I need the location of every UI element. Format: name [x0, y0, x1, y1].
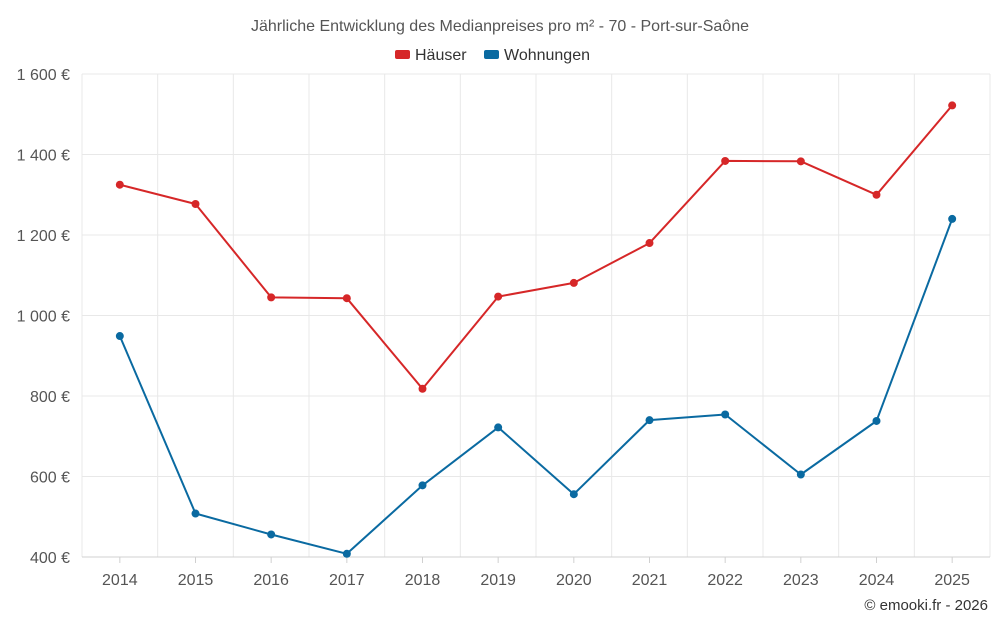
x-tick-label: 2015 [178, 572, 214, 589]
data-point[interactable] [948, 101, 957, 110]
data-point[interactable] [418, 384, 427, 393]
legend-label: Wohnungen [504, 47, 590, 64]
data-point[interactable] [872, 190, 881, 199]
x-tick-label: 2022 [707, 572, 743, 589]
x-tick-label: 2021 [632, 572, 668, 589]
data-point[interactable] [796, 470, 805, 479]
data-point[interactable] [721, 156, 730, 165]
y-axis: 400 € 600 € 800 € 1 000 € 1 200 € 1 400 € 1 60… [17, 67, 70, 567]
legend-swatch [484, 50, 499, 59]
data-point[interactable] [191, 509, 200, 518]
data-point[interactable] [342, 294, 351, 303]
x-tick-label: 2023 [783, 572, 819, 589]
data-point[interactable] [721, 410, 730, 419]
x-tick-label: 2025 [934, 572, 970, 589]
x-tick-label: 2020 [556, 572, 592, 589]
data-point[interactable] [569, 490, 578, 499]
data-point[interactable] [645, 239, 654, 248]
data-point[interactable] [494, 423, 503, 432]
data-point[interactable] [267, 293, 276, 302]
series-line [118, 218, 954, 555]
data-point[interactable] [872, 416, 881, 425]
data-point[interactable] [796, 157, 805, 166]
y-tick-label: 1 400 € [17, 148, 70, 165]
credit-text: © emooki.fr - 2026 [864, 597, 988, 614]
x-tick-label: 2014 [102, 572, 138, 589]
legend-swatch [395, 50, 410, 59]
data-point[interactable] [418, 481, 427, 490]
series-haeuser [115, 101, 957, 393]
y-tick-label: 800 € [30, 389, 70, 406]
data-point[interactable] [267, 530, 276, 539]
x-axis: 2014 2015 2016 2017 2018 2019 2020 2021 2022 2023… [82, 556, 990, 589]
data-point[interactable] [191, 200, 200, 209]
series-group [115, 101, 957, 558]
y-tick-label: 400 € [30, 550, 70, 567]
y-tick-label: 1 000 € [17, 309, 70, 326]
y-tick-label: 1 600 € [17, 67, 70, 84]
data-point[interactable] [494, 292, 503, 301]
y-tick-label: 600 € [30, 470, 70, 487]
chart-title: Jährliche Entwicklung des Medianpreises … [251, 18, 749, 35]
data-point[interactable] [645, 416, 654, 425]
series-wohnungen [115, 214, 957, 558]
grid [81, 73, 991, 557]
data-point[interactable] [115, 180, 124, 189]
legend: Häuser Wohnungen [395, 47, 590, 64]
legend-item[interactable]: Wohnungen [484, 47, 590, 64]
data-point[interactable] [115, 332, 124, 341]
series-line [119, 104, 953, 390]
data-point[interactable] [569, 278, 578, 287]
x-tick-label: 2024 [859, 572, 895, 589]
data-point[interactable] [342, 549, 351, 558]
x-tick-label: 2018 [405, 572, 441, 589]
legend-label: Häuser [415, 47, 467, 64]
legend-item[interactable]: Häuser [395, 47, 467, 64]
x-tick-label: 2017 [329, 572, 365, 589]
x-tick-label: 2019 [480, 572, 516, 589]
y-tick-label: 1 200 € [17, 228, 70, 245]
data-point[interactable] [948, 214, 957, 223]
x-tick-label: 2016 [253, 572, 289, 589]
